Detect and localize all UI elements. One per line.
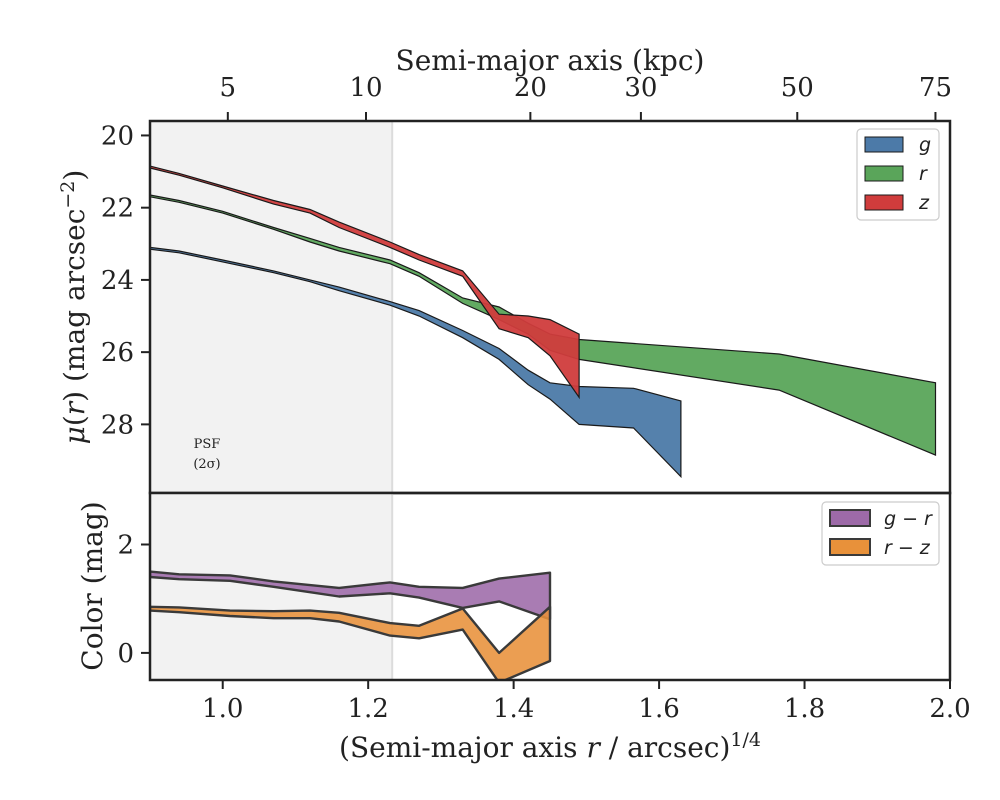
- series-band-r: [149, 194, 937, 456]
- legend-label-z: z: [918, 192, 930, 214]
- top-x-ticks: 5 10 20 30 50 75: [220, 73, 952, 121]
- x-tick-label: 1.0: [202, 694, 243, 724]
- x-tick-label: 1.2: [348, 694, 389, 724]
- y-tick-label: 0: [117, 639, 134, 669]
- top-tick-label: 5: [220, 73, 237, 103]
- top-y-ticks: 20 22 24 26 28: [101, 121, 150, 440]
- y-tick-label: 22: [101, 194, 134, 224]
- legend-swatch: [829, 509, 871, 527]
- legend-swatch-g: [864, 136, 904, 153]
- color-panel: 02 1.0 1.2 1.4 1.6 1.8 2.0 g − rr − z (Semi-m…: [76, 491, 971, 764]
- legend-label: r − z: [884, 537, 931, 559]
- psf-label-line2: (2σ): [193, 457, 220, 472]
- surface-brightness-panel: PSF (2σ) 20 22 24 26 28 5 10 20 30 50 75 grz Semi…: [57, 44, 952, 495]
- color-series: [150, 570, 552, 680]
- legend-swatch: [829, 538, 871, 556]
- top-tick-label: 50: [781, 73, 814, 103]
- y-tick-label: 24: [101, 266, 134, 296]
- psf-label-line1: PSF: [194, 437, 221, 452]
- bottom-x-ticks: 1.0 1.2 1.4 1.6 1.8 2.0: [202, 680, 971, 724]
- x-tick-label: 1.8: [784, 694, 825, 724]
- top-tick-label: 75: [919, 73, 952, 103]
- color-band: [150, 605, 552, 680]
- legend-label-g: g: [919, 134, 931, 156]
- top-x-axis-title: Semi-major axis (kpc): [396, 44, 705, 77]
- top-tick-label: 30: [624, 73, 657, 103]
- y-tick-label: 26: [101, 338, 134, 368]
- bottom-panel-frame: [148, 491, 952, 682]
- top-legend: grz: [856, 128, 940, 221]
- series-band-z: [149, 165, 580, 400]
- legend-label-r: r: [919, 163, 928, 185]
- series-band-g: [149, 246, 682, 479]
- bottom-legend: g − r r − z: [821, 501, 940, 566]
- y-tick-label: 28: [101, 410, 134, 440]
- bottom-x-axis-title: (Semi-major axis r / arcsec)1/4: [339, 729, 761, 764]
- top-tick-label: 10: [349, 73, 382, 103]
- top-tick-label: 20: [514, 73, 547, 103]
- y-tick-label: 20: [101, 121, 134, 151]
- legend-label: g − r: [884, 508, 933, 530]
- x-tick-label: 1.6: [638, 694, 679, 724]
- top-y-axis-title: μ(r) (mag arcsec−2): [57, 170, 91, 445]
- y-tick-label: 2: [117, 530, 134, 560]
- bottom-y-ticks: 02: [117, 530, 150, 669]
- x-tick-label: 2.0: [929, 694, 970, 724]
- surface-brightness-series: [149, 165, 937, 479]
- psf-region: [150, 121, 393, 493]
- x-tick-label: 1.4: [493, 694, 534, 724]
- legend-swatch-z: [864, 194, 904, 211]
- legend-swatch-r: [864, 165, 904, 182]
- bottom-y-axis-title: Color (mag): [76, 501, 109, 670]
